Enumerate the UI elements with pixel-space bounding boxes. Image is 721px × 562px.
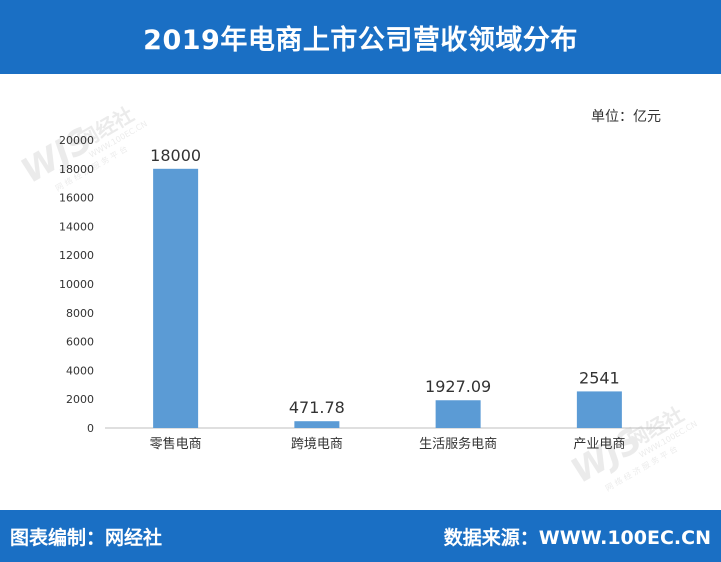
y-tick-label: 2000: [66, 393, 94, 406]
data-label: 18000: [150, 146, 201, 165]
bar: [294, 421, 340, 428]
footer-credit: 图表编制：网经社: [10, 526, 163, 549]
x-tick-label: 跨境电商: [291, 437, 343, 452]
data-label: 471.78: [289, 398, 345, 417]
footer-source: 数据来源：WWW.100EC.CN: [443, 526, 711, 549]
y-tick-label: 10000: [59, 278, 94, 291]
watermark-logo-top: WJS 网经社 WWW.100EC.CN 网 络 经 济 服 务 平 台: [15, 102, 149, 193]
y-tick-label: 0: [87, 422, 94, 435]
x-axis-ticks: 零售电商 跨境电商 生活服务电商 产业电商: [150, 436, 626, 452]
y-tick-label: 12000: [59, 249, 94, 262]
y-tick-label: 20000: [59, 134, 94, 147]
footer-banner: 图表编制：网经社 数据来源：WWW.100EC.CN: [0, 510, 721, 562]
data-labels: 18000 471.78 1927.09 2541: [150, 146, 620, 417]
bar: [435, 400, 481, 428]
y-tick-label: 18000: [59, 163, 94, 176]
unit-label: 单位：亿元: [591, 109, 661, 125]
data-label: 1927.09: [425, 377, 491, 396]
bar: [576, 391, 622, 428]
y-axis-ticks: 0 2000 4000 6000 8000 10000 12000 14000 16000 180…: [59, 134, 94, 435]
bar-chart: WJS 网经社 WWW.100EC.CN 网 络 经 济 服 务 平 台 WJS…: [15, 102, 699, 493]
y-tick-label: 14000: [59, 220, 94, 233]
x-tick-label: 零售电商: [150, 436, 202, 452]
bars: [153, 168, 622, 429]
y-tick-label: 16000: [59, 192, 94, 205]
y-tick-label: 4000: [66, 364, 94, 377]
bar: [153, 168, 199, 429]
x-tick-label: 生活服务电商: [419, 436, 497, 452]
data-label: 2541: [579, 368, 620, 387]
y-tick-label: 8000: [66, 307, 94, 320]
chart-title-banner: 2019年电商上市公司营收领域分布: [0, 0, 721, 74]
page-title: 2019年电商上市公司营收领域分布: [143, 24, 578, 56]
x-tick-label: 产业电商: [573, 437, 625, 452]
y-tick-label: 6000: [66, 336, 94, 349]
